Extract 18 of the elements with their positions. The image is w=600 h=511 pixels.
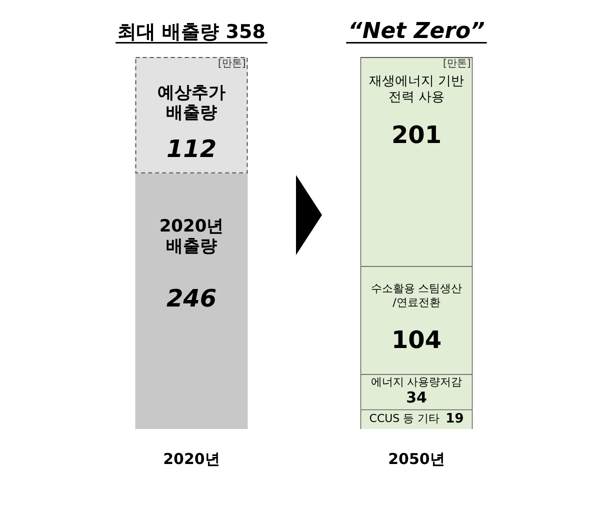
text: 최대 배출량 358	[118, 21, 266, 43]
text: “Net Zero”	[348, 19, 485, 44]
x-tick-label: 2020년	[163, 450, 220, 468]
series-label: CCUS 등 기타	[369, 412, 440, 425]
series-label: 에너지 사용량저감	[370, 375, 462, 388]
x-tick-label: 2050년	[388, 450, 445, 468]
data-label: 34	[406, 388, 427, 406]
data-label: 201	[391, 121, 442, 150]
series-label: 수소활용 스팀생산 /연료전환	[370, 282, 462, 310]
data-label: 19	[446, 412, 464, 427]
annotation: [만톤]	[218, 58, 246, 70]
series-label: 재생에너지 기반 전력 사용	[368, 74, 464, 105]
data-label: 246	[166, 284, 217, 313]
data-label: 112	[166, 135, 217, 164]
series-label: 예상추가 배출량	[158, 82, 226, 123]
series-label: 2020년 배출량	[159, 216, 224, 256]
annotation: [만톤]	[442, 58, 471, 70]
data-label: 104	[391, 326, 442, 354]
